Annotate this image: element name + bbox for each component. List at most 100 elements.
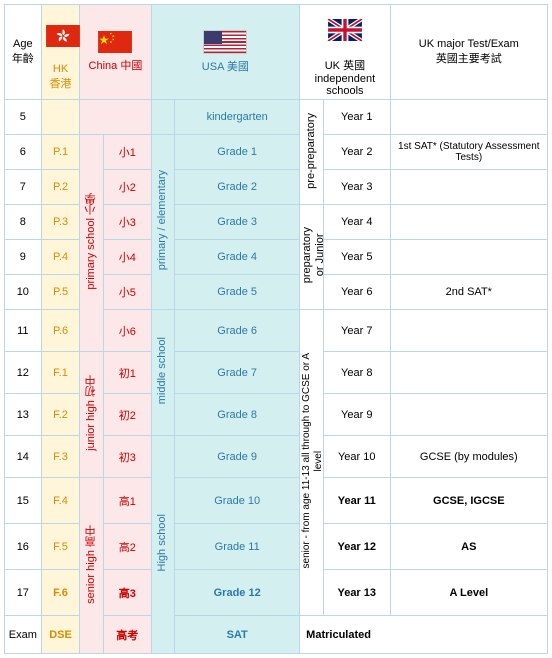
uk-exam-cell	[390, 310, 547, 352]
uk-exam-cell	[390, 394, 547, 436]
usa-stage-high: High school	[151, 436, 175, 654]
china-grade: 小6	[104, 310, 151, 352]
uk-year: Year 10	[323, 436, 390, 478]
hdr-usa: USA 美國	[151, 5, 300, 100]
china-grade: 小1	[104, 135, 151, 170]
uk-year: Year 4	[323, 205, 390, 240]
uk-year: Year 9	[323, 394, 390, 436]
usa-stage-primary: primary / elementary	[151, 135, 175, 310]
hk-cell: F.6	[41, 570, 80, 616]
age-cell: 9	[5, 240, 42, 275]
uk-year: Year 13	[323, 570, 390, 616]
uk-stage-prep: preparatory or Junior	[300, 205, 324, 310]
china-grade: 高3	[104, 570, 151, 616]
usa-grade: Grade 12	[175, 570, 300, 616]
uk-exam-cell: A Level	[390, 570, 547, 616]
age-cell: 7	[5, 170, 42, 205]
hdr-age: Age 年齡	[5, 5, 42, 100]
hdr-hk: HK 香港	[41, 5, 80, 100]
usa-grade: Grade 4	[175, 240, 300, 275]
hk-cell	[41, 100, 80, 135]
uk-year: Year 3	[323, 170, 390, 205]
china-grade: 小4	[104, 240, 151, 275]
uk-year: Year 1	[323, 100, 390, 135]
uk-year: Year 8	[323, 352, 390, 394]
hk-cell: F.1	[41, 352, 80, 394]
age-cell: 6	[5, 135, 42, 170]
uk-exam-cell	[390, 170, 547, 205]
hk-cell: F.3	[41, 436, 80, 478]
uk-exam-cell	[390, 240, 547, 275]
usa-grade: Grade 1	[175, 135, 300, 170]
china-grade: 高考	[104, 616, 151, 654]
hk-cell: P.4	[41, 240, 80, 275]
age-cell: 8	[5, 205, 42, 240]
usa-grade: SAT	[175, 616, 300, 654]
age-cell: 11	[5, 310, 42, 352]
hk-cell: F.5	[41, 524, 80, 570]
usa-stage-blank	[151, 100, 175, 135]
usa-grade: Grade 7	[175, 352, 300, 394]
uk-year: Year 12	[323, 524, 390, 570]
china-stage-primary: primary school 小學	[80, 135, 104, 352]
uk-year: Year 5	[323, 240, 390, 275]
china-cell	[80, 100, 151, 135]
age-cell: 10	[5, 275, 42, 310]
china-grade: 初3	[104, 436, 151, 478]
age-cell: 15	[5, 478, 42, 524]
hk-cell: P.6	[41, 310, 80, 352]
china-grade: 小2	[104, 170, 151, 205]
hk-cell: P.1	[41, 135, 80, 170]
hdr-china: China 中國	[80, 5, 151, 100]
age-cell: 5	[5, 100, 42, 135]
age-cell: Exam	[5, 616, 42, 654]
hdr-uk-exam: UK major Test/Exam 英國主要考試	[390, 5, 547, 100]
hk-cell: F.2	[41, 394, 80, 436]
uk-exam-cell	[390, 100, 547, 135]
uk-year: Year 11	[323, 478, 390, 524]
uk-stage-preprep: pre-preparatory	[300, 100, 324, 205]
age-cell: 12	[5, 352, 42, 394]
china-grade: 初2	[104, 394, 151, 436]
china-grade: 高2	[104, 524, 151, 570]
usa-grade: Grade 2	[175, 170, 300, 205]
uk-exam-cell: AS	[390, 524, 547, 570]
uk-stage-senior: senior - from age 11-13 all through to G…	[300, 310, 324, 616]
uk-exam-cell: 2nd SAT*	[390, 275, 547, 310]
uk-year: Year 2	[323, 135, 390, 170]
age-cell: 17	[5, 570, 42, 616]
usa-grade: Grade 8	[175, 394, 300, 436]
china-stage-senior: senior high 高中	[80, 478, 104, 654]
usa-grade: kindergarten	[175, 100, 300, 135]
hk-cell: P.3	[41, 205, 80, 240]
usa-stage-middle: middle school	[151, 310, 175, 436]
hdr-uk-indep: UK 英國 independent schools	[300, 5, 390, 100]
uk-matriculated: Matriculated	[300, 616, 548, 654]
china-grade: 小5	[104, 275, 151, 310]
age-cell: 13	[5, 394, 42, 436]
usa-grade: Grade 6	[175, 310, 300, 352]
china-grade: 初1	[104, 352, 151, 394]
hk-cell: F.4	[41, 478, 80, 524]
age-cell: 16	[5, 524, 42, 570]
uk-exam-cell: GCSE, IGCSE	[390, 478, 547, 524]
china-stage-junior: junior high 初中	[80, 352, 104, 478]
hk-cell: P.2	[41, 170, 80, 205]
uk-exam-cell: 1st SAT* (Statutory Assessment Tests)	[390, 135, 547, 170]
hk-cell: DSE	[41, 616, 80, 654]
uk-year: Year 6	[323, 275, 390, 310]
usa-grade: Grade 5	[175, 275, 300, 310]
china-grade: 小3	[104, 205, 151, 240]
china-grade: 高1	[104, 478, 151, 524]
usa-grade: Grade 3	[175, 205, 300, 240]
usa-grade: Grade 11	[175, 524, 300, 570]
uk-exam-cell	[390, 205, 547, 240]
education-comparison-table: Age 年齡 HK 香港 China 中國 USA 美國 UK 英國 indep…	[4, 4, 548, 654]
uk-exam-cell	[390, 352, 547, 394]
age-cell: 14	[5, 436, 42, 478]
usa-grade: Grade 10	[175, 478, 300, 524]
uk-exam-cell: GCSE (by modules)	[390, 436, 547, 478]
usa-grade: Grade 9	[175, 436, 300, 478]
uk-year: Year 7	[323, 310, 390, 352]
hk-cell: P.5	[41, 275, 80, 310]
